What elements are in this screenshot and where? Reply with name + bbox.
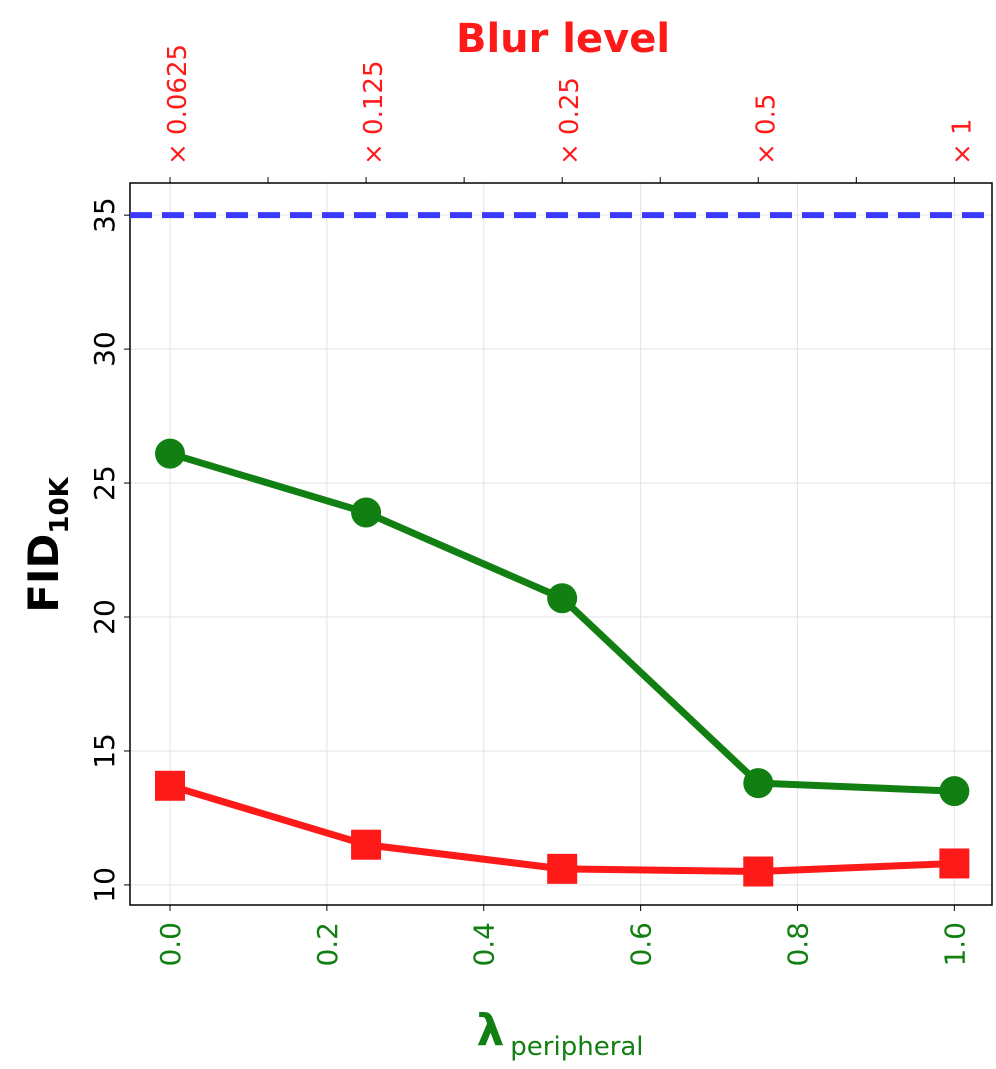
x-tick-label: 0.8	[781, 922, 814, 967]
x-tick-label: 0.4	[468, 922, 501, 967]
marker	[155, 770, 186, 801]
y-tick-label: 20	[88, 599, 121, 635]
plot-frame	[129, 182, 993, 906]
marker	[939, 776, 970, 807]
top-tick-label: × 1	[947, 118, 977, 165]
y-tick-label: 25	[88, 465, 121, 501]
top-tick-label: × 0.125	[359, 61, 389, 165]
marker	[547, 583, 578, 614]
x-tick-label: 1.0	[938, 922, 971, 967]
y-axis-title-main: FID	[19, 534, 68, 613]
marker	[351, 497, 382, 528]
series-line	[168, 450, 955, 795]
top-tick-label: × 0.0625	[163, 44, 193, 165]
top-axis-title: Blur level	[456, 16, 670, 62]
marker	[351, 829, 382, 860]
y-tick-label: 10	[88, 867, 121, 903]
x-tick-label: 0.0	[154, 922, 187, 967]
x-axis-title-main: λ	[476, 1005, 504, 1056]
marker	[743, 856, 774, 887]
marker	[155, 438, 186, 469]
marker	[743, 768, 774, 799]
x-tick-label: 0.2	[311, 922, 344, 967]
x-tick-label: 0.6	[625, 922, 658, 967]
marker	[547, 853, 578, 884]
y-axis-title-sub: 10K	[45, 476, 75, 533]
marker	[939, 848, 970, 879]
x-axis-title: λ peripheral	[476, 1005, 643, 1062]
y-axis-title: FID10K	[19, 476, 75, 612]
y-tick-label: 15	[88, 733, 121, 769]
top-tick-label: × 0.5	[751, 94, 781, 165]
x-axis-title-sub: peripheral	[510, 1032, 643, 1062]
y-tick-label: 35	[88, 197, 121, 233]
y-tick-label: 30	[88, 331, 121, 367]
top-tick-label: × 0.25	[555, 77, 585, 165]
